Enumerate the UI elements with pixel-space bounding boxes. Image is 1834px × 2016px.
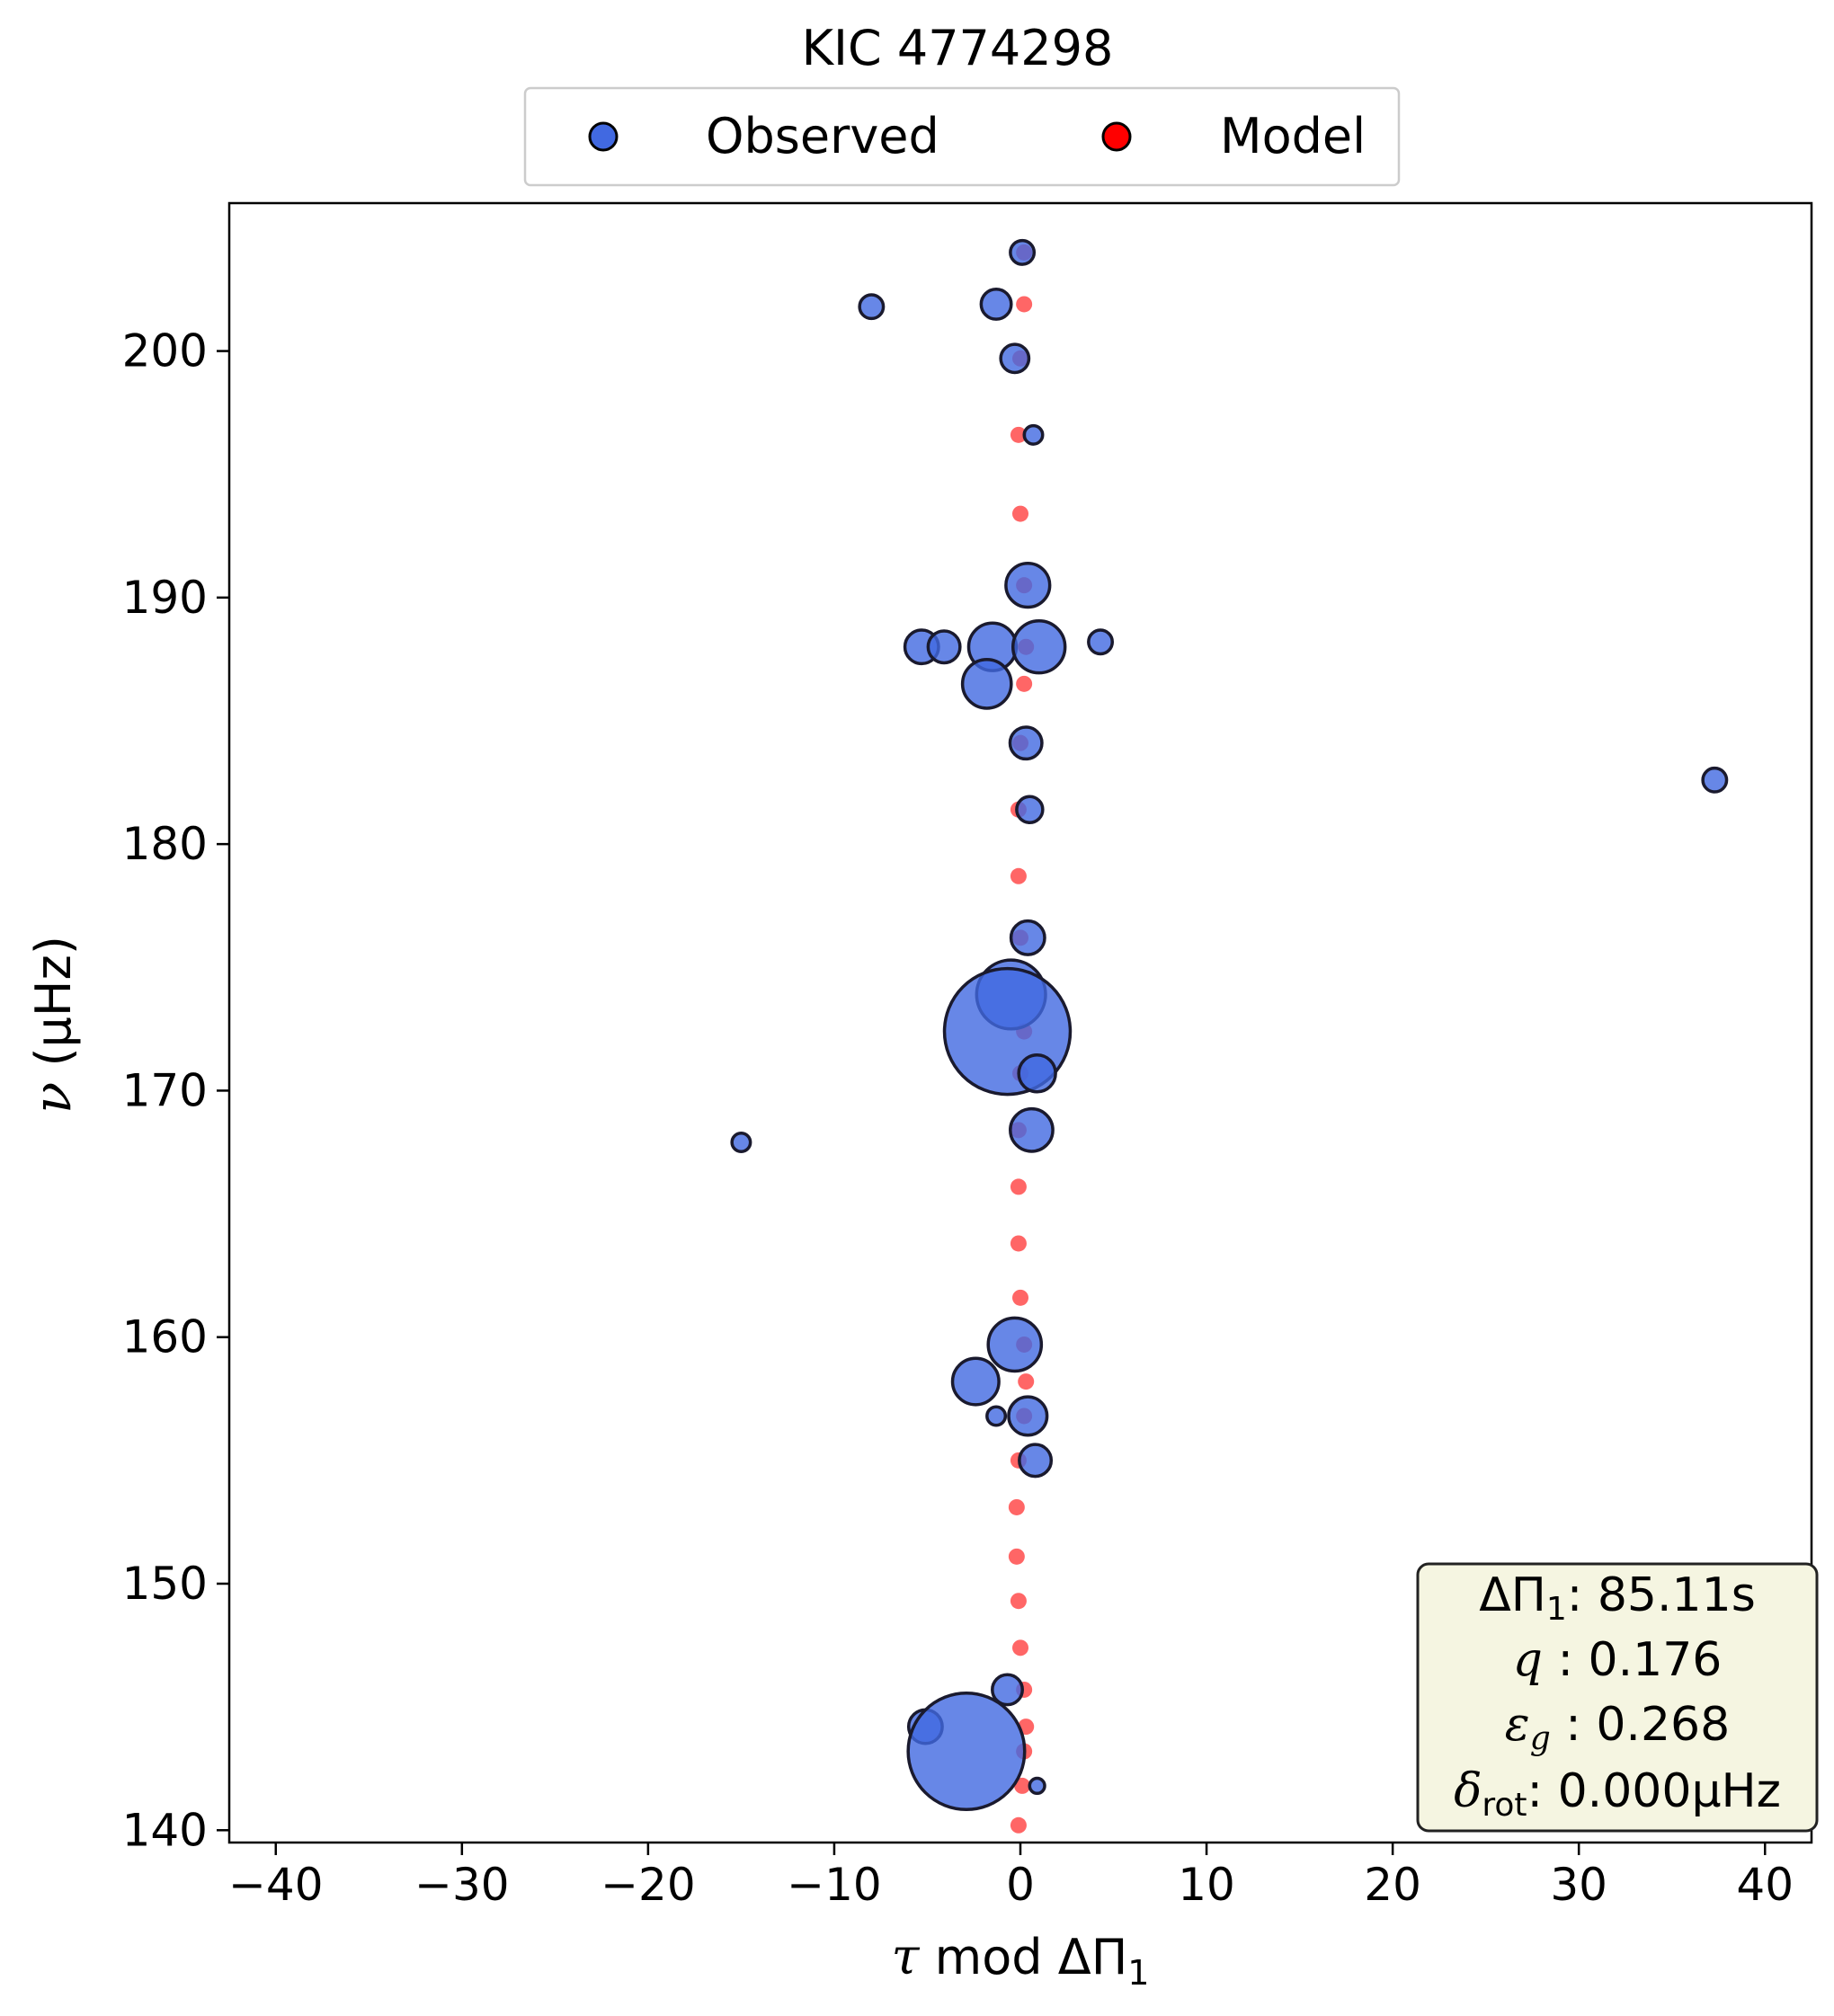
model-point: [1016, 296, 1033, 313]
observed-point: [1008, 725, 1044, 761]
x-tick-label: −20: [601, 1859, 696, 1911]
observed-point: [979, 287, 1013, 321]
annotation-epsilon: εg : 0.268: [1505, 1698, 1730, 1757]
model-point: [1018, 1373, 1035, 1390]
model-point: [1010, 426, 1027, 443]
model-point: [1010, 1816, 1027, 1834]
observed-point: [950, 1356, 1001, 1407]
y-tick-label: 180: [122, 818, 208, 870]
model-point: [1010, 1178, 1027, 1195]
legend-frame: [523, 86, 1401, 187]
observed-series: [730, 238, 1729, 1812]
x-tick-label: −30: [414, 1859, 510, 1911]
observed-point: [1009, 1106, 1055, 1153]
y-tick-label: 170: [122, 1064, 208, 1116]
observed-point: [1022, 423, 1045, 446]
annotation-frame: [1416, 1562, 1819, 1833]
legend-label-model: Model: [1220, 108, 1366, 164]
fit-parameters-box: ΔΠ1: 85.11s q : 0.176 εg : 0.268 δrot: 0…: [1416, 1562, 1819, 1833]
observed-point: [906, 1691, 1027, 1812]
x-tick-label: 20: [1364, 1859, 1421, 1911]
legend-label-observed: Observed: [706, 108, 939, 164]
observed-point: [1015, 795, 1045, 824]
observed-point: [1010, 618, 1067, 675]
axis-ticks: −40 −30 −20 −10 0 10 20 30 40 140 150 160 170 180 190 2…: [122, 325, 1794, 1911]
y-tick-label: 200: [122, 325, 208, 377]
annotation-rotation: δrot: 0.000μHz: [1454, 1764, 1781, 1824]
legend-marker-observed: [588, 121, 619, 152]
observed-point: [986, 1316, 1044, 1373]
model-point: [1012, 505, 1028, 522]
x-tick-label: 40: [1736, 1859, 1794, 1911]
x-tick-label: 30: [1550, 1859, 1607, 1911]
model-point: [1008, 1498, 1025, 1515]
legend: Observed Model: [523, 86, 1401, 187]
observed-point: [960, 658, 1013, 710]
observed-point: [1009, 919, 1046, 956]
model-point: [1012, 1639, 1028, 1656]
model-point: [1014, 1777, 1031, 1794]
observed-point: [999, 342, 1031, 375]
y-tick-label: 150: [122, 1558, 208, 1610]
observed-point: [1701, 766, 1729, 794]
observed-point: [730, 1132, 752, 1154]
observed-point: [985, 1405, 1008, 1427]
annotation-coupling: q : 0.176: [1513, 1633, 1723, 1687]
observed-point: [1028, 1776, 1046, 1796]
observed-point: [1007, 1395, 1049, 1437]
observed-point: [1087, 628, 1115, 656]
model-point: [1008, 1548, 1025, 1565]
model-point: [1010, 1593, 1027, 1610]
x-tick-label: 10: [1178, 1859, 1235, 1911]
observed-point: [1004, 562, 1052, 609]
x-tick-label: 0: [1006, 1859, 1035, 1911]
observed-point: [926, 629, 962, 665]
annotation-period-spacing: ΔΠ1: 85.11s: [1479, 1568, 1756, 1628]
x-tick-label: −40: [228, 1859, 324, 1911]
legend-marker-model: [1101, 121, 1132, 152]
chart-title: KIC 4774298: [802, 20, 1114, 76]
x-tick-label: −10: [787, 1859, 882, 1911]
x-axis-label: τ mod ΔΠ1: [892, 1928, 1150, 1993]
observed-point: [1017, 1052, 1057, 1094]
observed-point: [858, 293, 886, 321]
model-point: [1010, 867, 1027, 884]
y-tick-label: 190: [122, 572, 208, 624]
observed-point: [1009, 238, 1037, 266]
model-point: [1012, 1289, 1028, 1306]
model-point: [1016, 675, 1033, 692]
y-tick-label: 140: [122, 1804, 208, 1856]
model-point: [1010, 1235, 1027, 1252]
observed-point: [1018, 1443, 1054, 1479]
observed-point: [991, 1673, 1024, 1707]
y-tick-label: 160: [122, 1311, 208, 1363]
y-axis-label: ν (μHz): [22, 936, 83, 1114]
